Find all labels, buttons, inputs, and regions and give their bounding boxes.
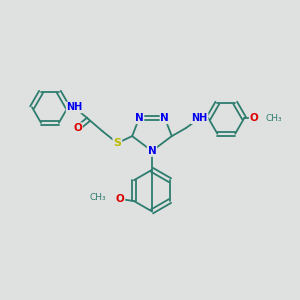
Text: S: S (113, 138, 121, 148)
Text: N: N (148, 146, 156, 156)
Text: O: O (250, 113, 258, 123)
Text: N: N (135, 113, 143, 123)
Text: O: O (116, 194, 124, 204)
Text: N: N (160, 113, 169, 123)
Text: NH: NH (191, 113, 208, 123)
Text: O: O (73, 123, 82, 133)
Text: CH₃: CH₃ (90, 193, 106, 202)
Text: NH: NH (67, 102, 83, 112)
Text: CH₃: CH₃ (266, 114, 283, 123)
